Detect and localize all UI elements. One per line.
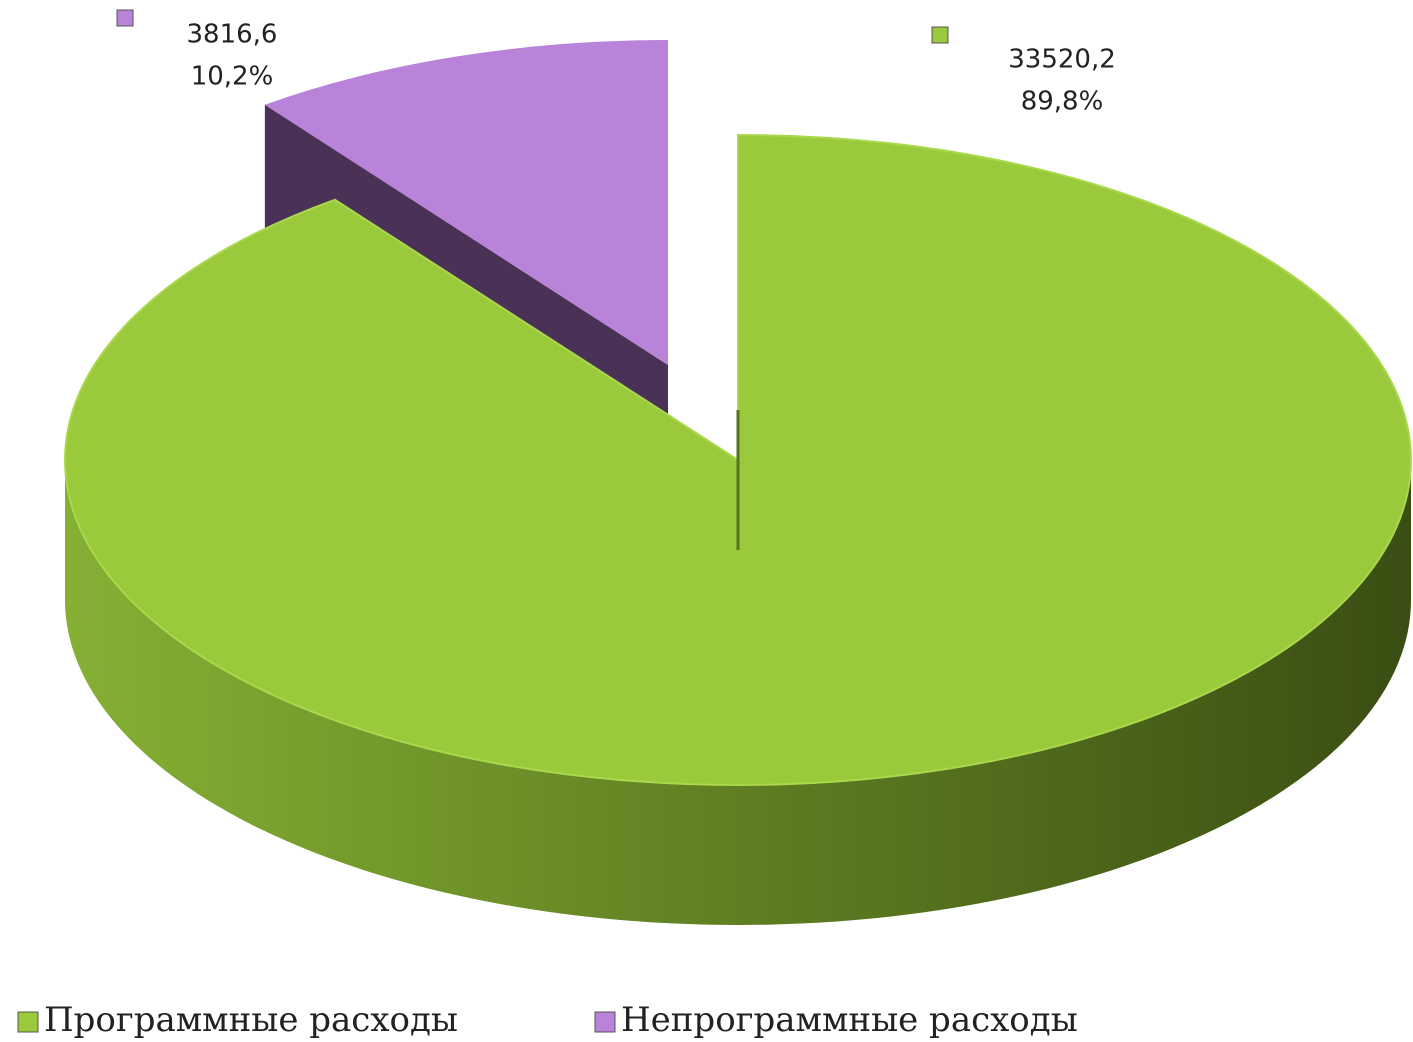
percent-label: 10,2% (191, 62, 274, 92)
label-marker (931, 26, 949, 44)
slice (264, 39, 668, 365)
value-label: 33520,2 (1008, 45, 1116, 75)
legend-label: Непрограммные расходы (621, 1000, 1078, 1040)
label-marker (116, 9, 134, 27)
value-label: 3816,6 (187, 20, 278, 50)
percent-label: 89,8% (1021, 87, 1104, 117)
slice-side (65, 460, 1411, 925)
legend-swatch (17, 1011, 39, 1033)
legend-swatch (594, 1011, 616, 1033)
legend-label: Программные расходы (44, 1000, 458, 1040)
